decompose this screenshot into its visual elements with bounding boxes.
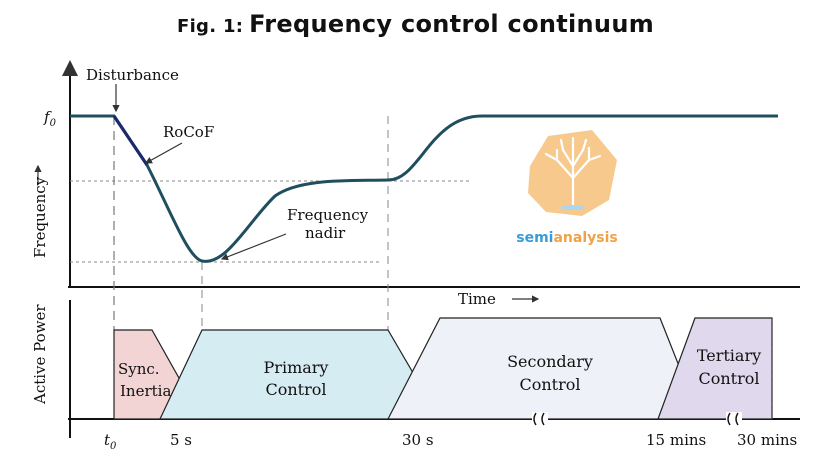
tertiary-label-line1: Tertiary [697,346,761,365]
active-power-axis-label: Active Power [31,304,49,405]
frequency-nadir-label-line1: Frequency [287,206,369,224]
watermark-text: semianalysis [516,230,617,246]
rocof-slope [112,115,149,166]
primary-control-block [159,329,442,420]
primary-label-line1: Primary [264,358,329,377]
f0-label: f0 [43,108,57,129]
nadir-arrow [220,233,287,261]
5s-tick-label: 5 s [170,431,192,449]
axis-break-2 [726,412,742,426]
sync-label-line1: Sync. [118,360,160,378]
30min-tick-label: 30 mins [737,431,797,449]
secondary-control-block [387,317,701,420]
frequency-axis-label: Frequency [31,176,49,258]
30s-tick-label: 30 s [402,431,434,449]
15min-tick-label: 15 mins [646,431,706,449]
axis-break-1 [532,412,548,426]
tertiary-label-line2: Control [698,369,759,388]
figure-title-prefix: Fig. 1: [176,16,244,37]
secondary-label-line2: Control [519,375,580,394]
semianalysis-watermark: semianalysis [516,130,618,246]
figure-title-main: Frequency control continuum [249,10,655,38]
figure-title: Fig. 1: Frequency control continuum [0,10,831,38]
frequency-curve [70,114,778,263]
rocof-arrow [144,142,183,164]
sync-label-line2: Inertia [120,382,171,400]
primary-label-line2: Control [265,380,326,399]
tree-chip-icon [528,130,617,216]
frequency-nadir-label-line2: nadir [305,224,346,242]
disturbance-label: Disturbance [86,66,179,84]
t0-tick-label: t0 [104,431,117,452]
secondary-label-line1: Secondary [507,352,593,371]
rocof-label: RoCoF [163,123,214,141]
time-label: Time [458,290,496,308]
